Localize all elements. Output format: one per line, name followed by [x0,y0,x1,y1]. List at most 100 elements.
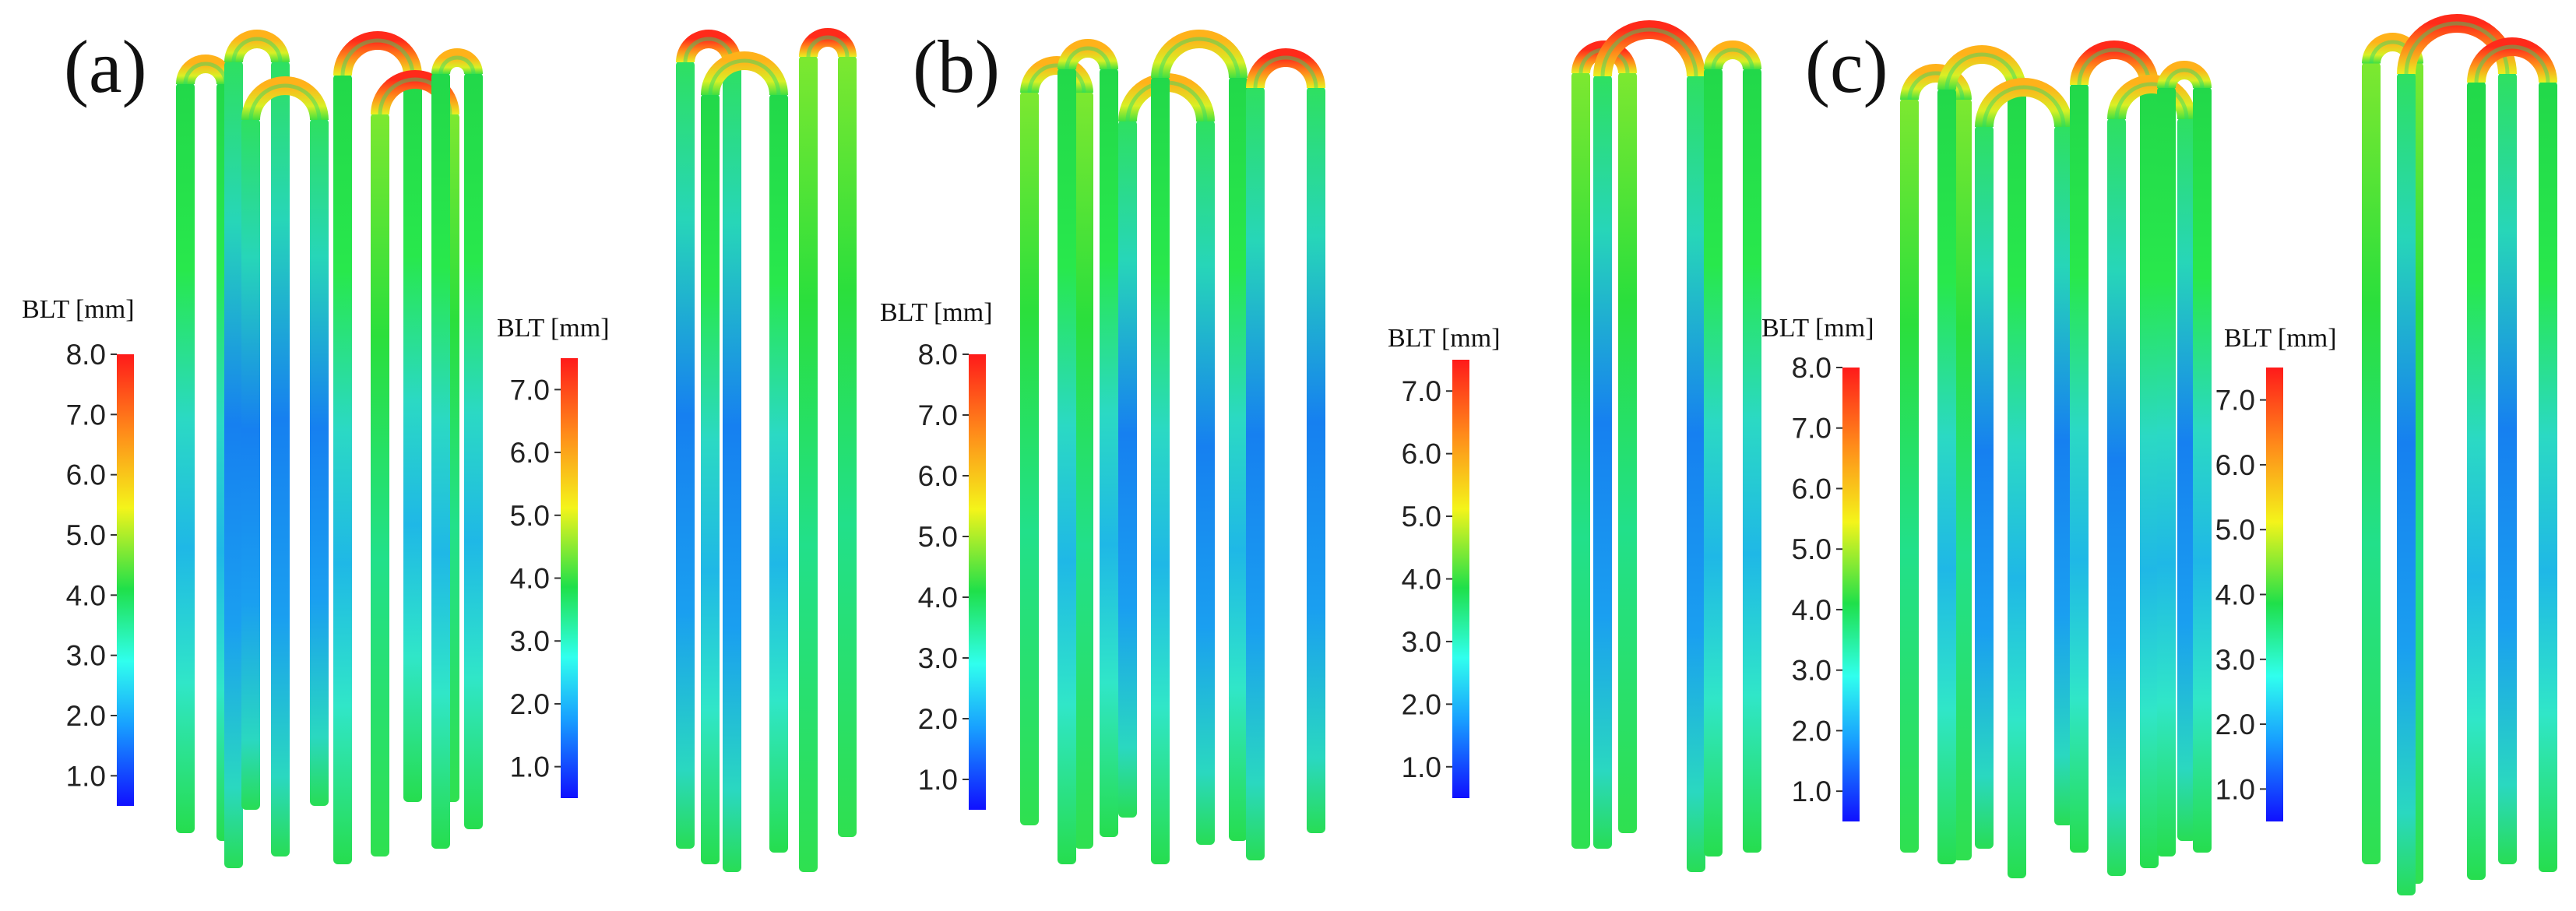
colorbar-tick-label: 7.0 [918,399,958,431]
colorbar-tick-label: 2.0 [510,688,550,720]
panel-label: (b) [913,25,1000,108]
colorbar-tick-label: 3.0 [1792,655,1832,687]
pipe-loop [2467,37,2557,880]
colorbar-title: BLT [mm] [1761,314,1874,343]
pipe-view-4 [1571,20,1761,872]
pipe-loop [1246,48,1325,860]
colorbar-tick-label: 3.0 [1402,626,1441,658]
pipe-bend-core [2474,44,2550,83]
colorbar-tick-label: 3.0 [510,625,550,657]
pipe-leg [1593,75,1612,849]
pipe-bend [176,55,235,85]
colorbar-title: BLT [mm] [22,295,135,324]
pipe-leg [1307,86,1325,833]
colorbar-title: BLT [mm] [2224,324,2337,353]
pipe-loop [2107,75,2196,876]
pipe-bend [701,51,788,96]
panel-labels: (a) (b) (c) [64,25,1888,108]
pipe-bend-core [1600,27,1698,77]
colorbar-tick-label: 6.0 [918,460,958,492]
colorbar-tick-label: 8.0 [1792,352,1832,384]
pipe-loop [1593,20,1705,872]
pipe-leg [1900,98,1919,853]
pipe-bend-core [2114,82,2189,120]
colorbar-tick-label: 7.0 [1792,413,1832,445]
pipe-bend-core [708,58,781,96]
pipe-leg [2157,86,2176,856]
pipe-bend [799,28,857,58]
pipe-loop [1937,45,2026,878]
pipe-loop [1975,78,2073,849]
pipe-leg [1075,91,1093,849]
pipe-loop [1151,30,1248,864]
colorbar-tick-label: 4.0 [510,563,550,595]
pipe-leg [403,74,422,802]
colorbar: BLT [mm] 1.0 2.0 3.0 4.0 5.0 6.0 7.0 [2215,324,2337,821]
pipe-bend-core [248,83,322,121]
pipe-bend [2157,61,2212,89]
pipe-leg [2107,118,2126,876]
pipe-leg [723,61,741,872]
pipe-leg [769,93,788,853]
pipe-loop [2070,40,2159,868]
colorbar-tick-label: 7.0 [2215,385,2255,417]
colorbar-tick-label: 4.0 [1792,594,1832,626]
pipe-bend [241,76,329,121]
pipe-leg [1743,68,1761,853]
colorbar: BLT [mm] 1.0 2.0 3.0 4.0 5.0 6.0 7.0 8.0 [880,298,993,810]
pipe-bend-core [1158,37,1240,79]
pipe-bend-core [1027,63,1086,93]
pipe-bend-core [1907,71,1965,100]
pipe-bend [1975,78,2073,128]
colorbar-tick-label: 1.0 [2215,773,2255,805]
colorbar-tick-label: 4.0 [918,582,958,614]
pipe-bend [333,31,422,76]
colorbar: BLT [mm] 1.0 2.0 3.0 4.0 5.0 6.0 7.0 8.0 [22,295,135,806]
colorbar-tick-label: 1.0 [1402,751,1441,783]
pipe-bend-core [231,37,283,63]
colorbar-tick-label: 5.0 [66,519,106,551]
colorbar-tick-label: 1.0 [1792,776,1832,807]
pipe-leg [701,93,720,864]
pipe-leg [2008,88,2026,878]
pipe-loop [1571,40,1637,849]
colorbar-tick-label: 3.0 [918,642,958,674]
pipe-leg [176,83,195,833]
colorbar-tick-label: 6.0 [510,437,550,469]
pipe-loop [2397,14,2517,895]
colorbar-tick-label: 8.0 [66,339,106,371]
colorbar-tick-label: 5.0 [2215,514,2255,546]
pipe-loop [1057,39,1118,864]
colorbar-tick-label: 1.0 [66,760,106,792]
pipe-loop [241,76,329,810]
pipe-loop [1900,64,1972,860]
colorbar-tick-label: 3.0 [2215,644,2255,676]
colorbar-tick-label: 7.0 [66,399,106,431]
pipe-leg [1151,76,1170,864]
pipe-loop [1118,73,1215,845]
pipe-leg [333,74,352,864]
pipe-leg [371,113,389,856]
pipe-bend [1704,40,1761,70]
colorbar-gradient [561,358,578,798]
pipe-bend-core [1253,55,1318,89]
colorbar-gradient [2266,368,2283,821]
pipe-bend [1020,56,1093,93]
colorbar-tick-label: 4.0 [2215,579,2255,611]
pipe-loop [799,28,857,872]
colorbar-title: BLT [mm] [497,314,610,343]
colorbar-gradient [117,354,134,806]
pipe-leg [2070,83,2089,853]
colorbar-tick-label: 3.0 [66,640,106,672]
pipe-bend [2467,37,2557,83]
pipe-leg [2140,83,2159,868]
pipe-leg [1100,68,1118,837]
colorbar-tick-label: 1.0 [510,751,550,783]
pipe-leg [271,61,290,856]
pipe-loop [1704,40,1761,856]
colorbar-tick-label: 7.0 [1402,375,1441,407]
pipe-view-6 [2362,14,2557,895]
pipe-bend-core [1065,46,1111,70]
